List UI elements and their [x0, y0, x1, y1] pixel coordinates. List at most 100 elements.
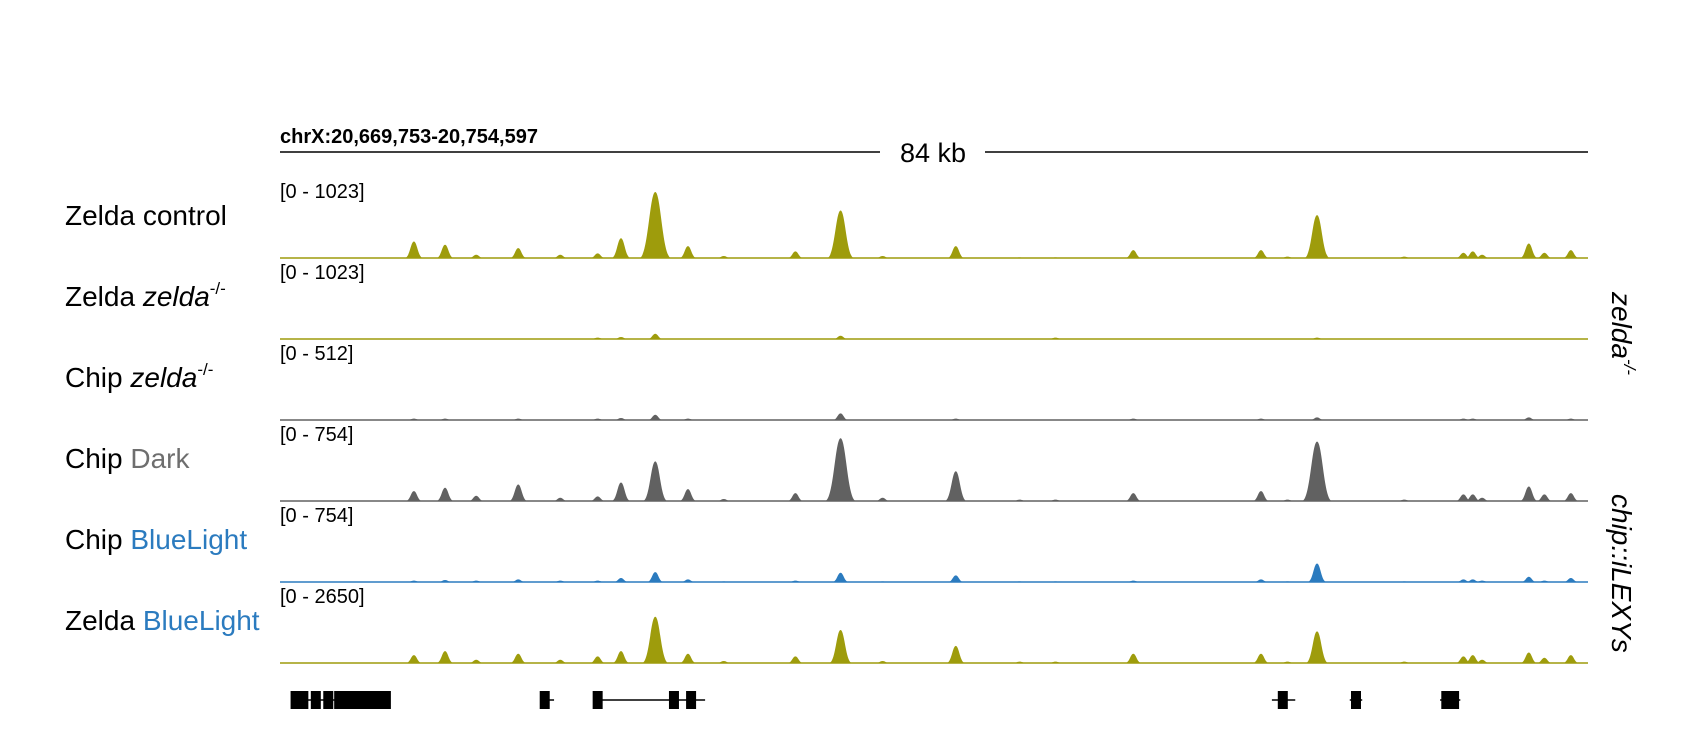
signal-peak — [1521, 417, 1537, 420]
signal-peak — [509, 653, 527, 663]
signal-peak — [1464, 251, 1481, 258]
track-label: Chip BlueLight — [65, 524, 247, 555]
signal-peak — [611, 238, 631, 258]
signal-peak — [647, 333, 663, 339]
signal-peak — [436, 487, 454, 501]
signal-peak — [1012, 257, 1027, 258]
group-label-chip-ilexys: chip::iLEXYs — [1606, 494, 1637, 653]
signal-peak — [1464, 494, 1481, 501]
signal-peak — [405, 655, 422, 663]
track-label-main: Chip — [65, 524, 130, 555]
gene-exon — [343, 691, 354, 709]
gene-exon — [668, 691, 679, 709]
signal-peak — [590, 496, 606, 501]
signal-peak — [590, 580, 605, 582]
track-label-sup: -/- — [210, 279, 226, 298]
signal-peak — [589, 656, 606, 663]
signal-peak — [1536, 494, 1553, 501]
signal-peak — [1253, 579, 1269, 582]
signal-peak — [641, 616, 669, 663]
signal-peak — [646, 572, 664, 582]
signal-peak — [716, 661, 732, 663]
signal-peak — [832, 413, 849, 420]
signal-peak — [1280, 661, 1295, 663]
signal-peak — [590, 253, 606, 258]
signal-peak — [1562, 250, 1579, 258]
signal-peak — [679, 653, 697, 663]
signal-peak — [552, 497, 568, 501]
signal-peak — [875, 256, 890, 258]
track-label-colored: Dark — [130, 443, 190, 474]
gene-1 — [539, 691, 555, 709]
signal-peak — [787, 656, 804, 663]
signal-peak — [1048, 337, 1063, 339]
track-0: Zelda control [0 - 1023] — [65, 181, 1588, 259]
gene-exon — [1277, 691, 1288, 709]
signal-peak — [1519, 486, 1538, 501]
signal-peak — [1301, 441, 1333, 501]
signal-peak — [944, 471, 967, 501]
signal-peak — [436, 651, 454, 663]
signal-peak — [510, 579, 526, 582]
gene-exon — [380, 691, 391, 709]
signal-peak — [1519, 243, 1538, 258]
gene-exon — [334, 691, 345, 709]
signal-peak — [875, 581, 890, 582]
signal-peak — [553, 580, 568, 582]
track-label-main: Chip — [65, 443, 130, 474]
gene-exon — [323, 691, 334, 709]
track-range: [0 - 512] — [280, 343, 353, 365]
track-label-sup: -/- — [197, 360, 213, 379]
group-label-zelda-text: zelda — [1606, 291, 1637, 359]
signal-peak — [1536, 657, 1553, 663]
signal-peak — [1397, 581, 1412, 582]
signal-peak — [469, 580, 484, 582]
signal-peak — [825, 438, 857, 501]
gene-annotation-track — [290, 691, 1461, 709]
signal-peak — [613, 578, 629, 582]
signal-peak — [468, 659, 484, 663]
track-4: Chip BlueLight [0 - 754] — [65, 505, 1588, 583]
gene-exon — [592, 691, 603, 709]
signal-peak — [716, 256, 732, 258]
signal-peak — [406, 580, 422, 582]
signal-peak — [1537, 580, 1552, 582]
signal-peak — [1307, 563, 1327, 582]
gene-exon — [539, 691, 550, 709]
signal-peak — [1280, 499, 1295, 501]
signal-peak — [680, 579, 696, 582]
locus-label: chrX:20,669,753-20,754,597 — [280, 126, 538, 148]
signal-peak — [1455, 252, 1472, 258]
track-range: [0 - 1023] — [280, 181, 365, 203]
signal-peak — [829, 630, 853, 663]
signal-peak — [1474, 580, 1490, 582]
signal-peak — [1520, 652, 1538, 663]
signal-peak — [875, 497, 891, 501]
track-range: [0 - 754] — [280, 505, 353, 527]
track-label-colored: BlueLight — [143, 605, 260, 636]
track-range: [0 - 1023] — [280, 262, 365, 284]
signal-peak — [1309, 417, 1325, 420]
group-label-zelda: zelda-/- — [1606, 291, 1639, 375]
signal-peak — [436, 244, 454, 258]
track-label-main: Chip — [65, 362, 130, 393]
signal-peak — [1252, 491, 1270, 501]
signal-peak — [947, 246, 965, 258]
track-label: Chip zelda-/- — [65, 360, 213, 393]
gene-exon — [1441, 691, 1452, 709]
gene-exon — [371, 691, 382, 709]
signal-peak — [1456, 418, 1471, 420]
signal-peak — [1474, 497, 1490, 501]
signal-peak — [1125, 653, 1142, 663]
track-label: Zelda BlueLight — [65, 605, 260, 636]
gene-2 — [592, 691, 706, 709]
signal-peak — [1456, 579, 1471, 582]
gene-exon — [1350, 691, 1361, 709]
track-label-italic: zelda — [142, 281, 210, 312]
track-1: Zelda zelda-/- [0 - 1023] — [65, 262, 1588, 340]
scale-label: 84 kb — [900, 138, 966, 168]
signal-peak — [437, 418, 453, 420]
signal-peak — [716, 499, 732, 501]
gene-5 — [1440, 691, 1461, 709]
signal-peak — [1012, 661, 1027, 663]
